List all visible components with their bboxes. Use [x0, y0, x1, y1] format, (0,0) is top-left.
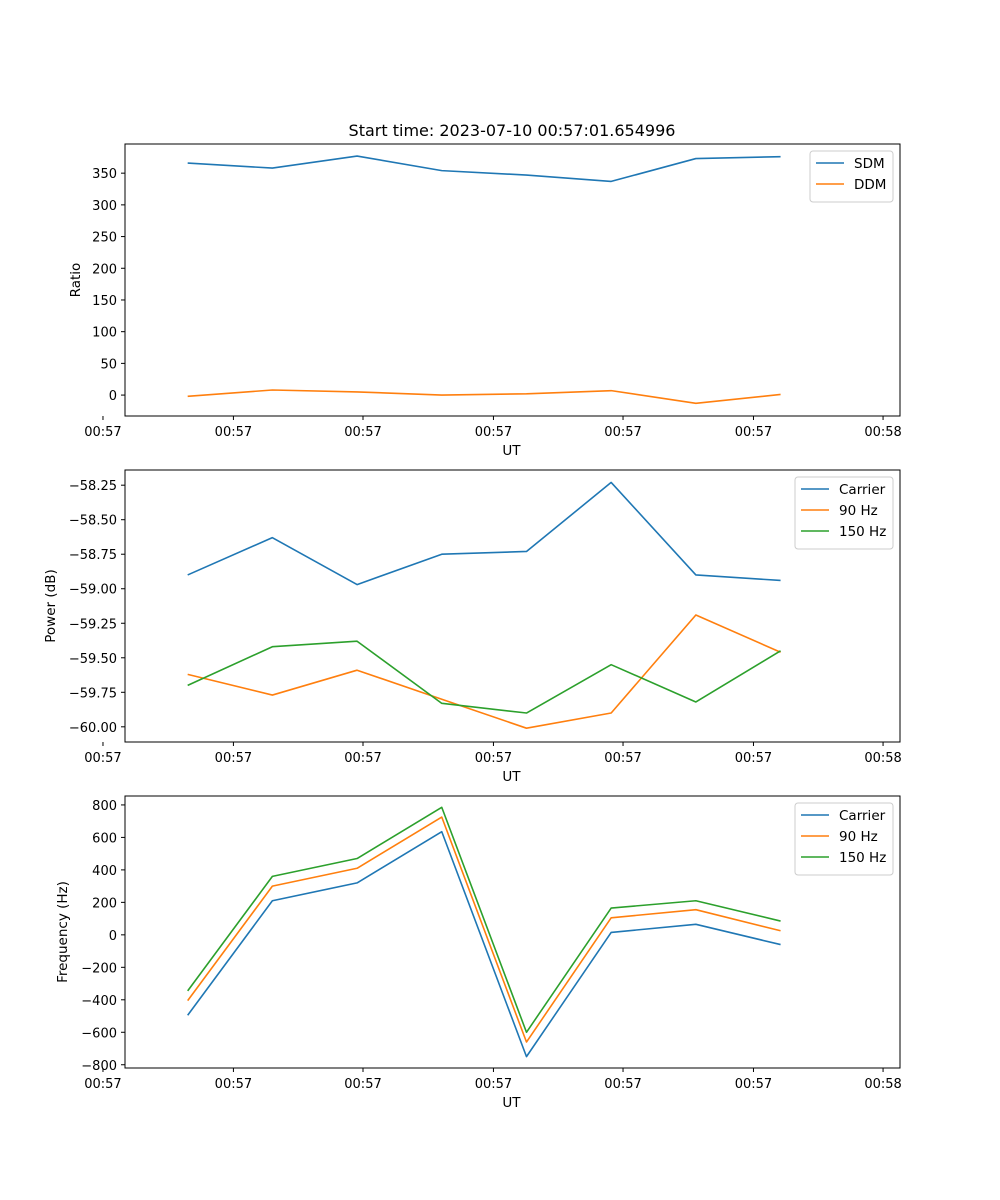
- y-tick-label: 300: [92, 199, 117, 214]
- panel-2: 00:57 00:57 00:57 00:57 00:57 00:57 00:58 −60.0…: [43, 469, 902, 785]
- x-tick-label: 00:58: [864, 1077, 901, 1092]
- y-axis-label: Frequency (Hz): [55, 881, 71, 983]
- legend-label: 90 Hz: [839, 503, 878, 519]
- series-line-sdm: [187, 155, 781, 183]
- y-tick-label: −800: [81, 1059, 117, 1074]
- x-tick-label: 00:57: [475, 1077, 512, 1092]
- x-tick-label: 00:57: [344, 425, 381, 440]
- y-tick-label: 800: [92, 799, 117, 814]
- x-tick-label: 00:57: [215, 425, 252, 440]
- legend: SDM DDM: [809, 150, 894, 203]
- y-tick-label: 0: [109, 929, 117, 944]
- series-line-carrier: [187, 830, 781, 1058]
- y-tick-label: −59.25: [69, 617, 117, 632]
- series-line-ddm: [187, 389, 781, 405]
- x-tick-label: 00:57: [604, 751, 641, 766]
- y-tick-label: 100: [92, 326, 117, 341]
- x-axis-label: UT: [502, 769, 521, 785]
- y-tick-label: −600: [81, 1026, 117, 1041]
- x-tick-label: 00:57: [735, 425, 772, 440]
- y-tick-label: 0: [109, 389, 117, 404]
- x-axis-label: UT: [502, 1095, 521, 1111]
- axes-frame: [124, 143, 901, 417]
- x-tick-label: 00:57: [84, 1077, 121, 1092]
- series-line-90-hz: [187, 614, 781, 729]
- x-tick-label: 00:57: [475, 751, 512, 766]
- y-tick-label: −60.00: [69, 721, 117, 736]
- x-tick-label: 00:58: [864, 751, 901, 766]
- series-line-150-hz: [187, 640, 781, 714]
- y-tick-label: −58.75: [69, 548, 117, 563]
- legend-label: SDM: [854, 156, 885, 172]
- y-tick-label: −59.00: [69, 583, 117, 598]
- x-tick-label: 00:57: [84, 425, 121, 440]
- y-tick-label: 200: [92, 896, 117, 911]
- x-tick-label: 00:57: [215, 751, 252, 766]
- x-tick-label: 00:57: [215, 1077, 252, 1092]
- legend-label: Carrier: [839, 482, 886, 498]
- y-tick-label: 50: [100, 357, 117, 372]
- legend-label: 150 Hz: [839, 524, 886, 540]
- y-tick-label: 250: [92, 231, 117, 246]
- x-tick-label: 00:58: [864, 425, 901, 440]
- x-axis-label: UT: [502, 443, 521, 459]
- y-tick-label: −59.75: [69, 686, 117, 701]
- x-tick-label: 00:57: [735, 751, 772, 766]
- y-tick-label: −400: [81, 994, 117, 1009]
- x-tick-label: 00:57: [344, 1077, 381, 1092]
- x-tick-label: 00:57: [475, 425, 512, 440]
- legend-label: DDM: [854, 177, 886, 193]
- legend-label: Carrier: [839, 808, 886, 824]
- x-tick-label: 00:57: [604, 425, 641, 440]
- axes-frame: [124, 469, 901, 743]
- panel-3: 00:57 00:57 00:57 00:57 00:57 00:57 00:58 −800 −…: [55, 795, 902, 1111]
- series-line-150-hz: [187, 806, 781, 1034]
- legend: Carrier 90 Hz 150 Hz: [794, 802, 894, 876]
- y-tick-label: −58.50: [69, 514, 117, 529]
- panel-1: 00:57 00:57 00:57 00:57 00:57 00:57 00:58 0 50 10…: [68, 143, 902, 459]
- y-tick-label: 350: [92, 167, 117, 182]
- series-line-carrier: [187, 481, 781, 586]
- y-tick-label: 200: [92, 262, 117, 277]
- y-tick-label: 400: [92, 864, 117, 879]
- y-tick-label: 600: [92, 831, 117, 846]
- y-tick-label: 150: [92, 294, 117, 309]
- legend-label: 150 Hz: [839, 850, 886, 866]
- x-tick-label: 00:57: [604, 1077, 641, 1092]
- y-tick-label: −58.25: [69, 479, 117, 494]
- y-axis-label: Power (dB): [43, 569, 59, 642]
- y-tick-label: −59.50: [69, 652, 117, 667]
- x-tick-label: 00:57: [735, 1077, 772, 1092]
- x-tick-label: 00:57: [84, 751, 121, 766]
- series-line-90-hz: [187, 816, 781, 1043]
- axes-frame: [124, 795, 901, 1069]
- legend-label: 90 Hz: [839, 829, 878, 845]
- panels: 00:57 00:57 00:57 00:57 00:57 00:57 00:58 0 50 10…: [43, 143, 902, 1111]
- y-tick-label: −200: [81, 961, 117, 976]
- chart-title: Start time: 2023-07-10 00:57:01.654996: [349, 121, 676, 140]
- x-tick-label: 00:57: [344, 751, 381, 766]
- legend: Carrier 90 Hz 150 Hz: [794, 476, 894, 550]
- y-axis-label: Ratio: [68, 263, 84, 298]
